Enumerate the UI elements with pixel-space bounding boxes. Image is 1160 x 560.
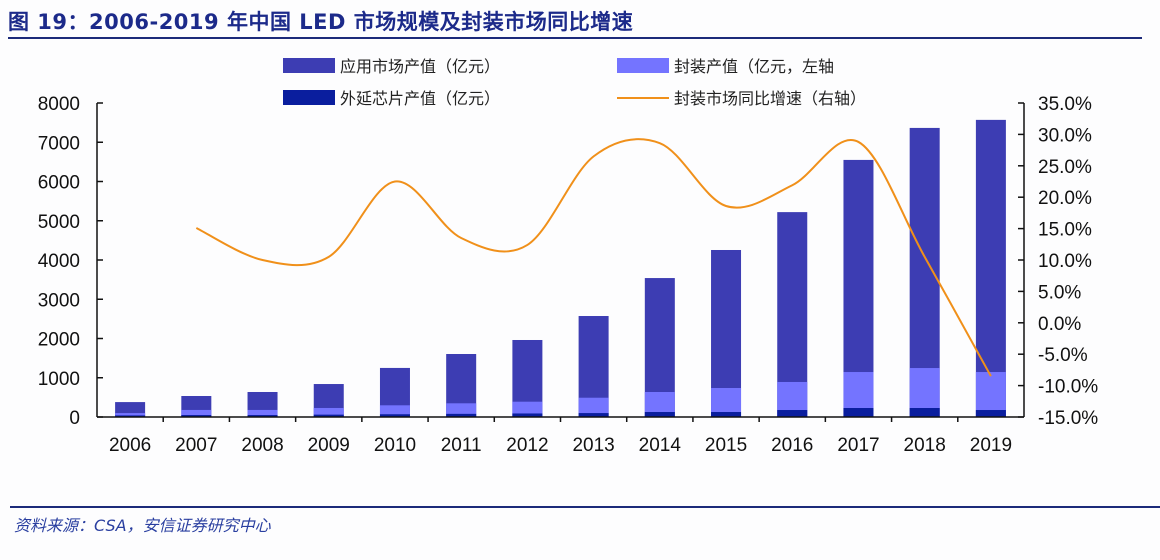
bar-2009-series-3 xyxy=(313,414,344,417)
right-tick-label: -5.0% xyxy=(1038,345,1088,366)
x-tick-label: 2018 xyxy=(904,435,946,456)
legend-swatch-2 xyxy=(617,58,669,73)
right-tick-label: 35.0% xyxy=(1038,94,1092,115)
bar-2006-series-2 xyxy=(115,413,146,417)
bar-2007-series-2 xyxy=(181,409,212,417)
bar-2013-series-2 xyxy=(578,397,609,417)
bar-2008-series-3 xyxy=(247,415,278,417)
bar-2011-series-2 xyxy=(446,403,477,417)
bar-2012-series-2 xyxy=(512,401,543,417)
left-tick-label: 0 xyxy=(69,408,80,429)
left-tick-label: 7000 xyxy=(38,133,80,154)
bar-2006-series-3 xyxy=(115,415,146,417)
legend-label: 外延芯片产值（亿元） xyxy=(340,89,500,108)
right-tick-label: 25.0% xyxy=(1038,157,1092,178)
x-tick-label: 2019 xyxy=(970,435,1012,456)
x-tick-label: 2008 xyxy=(241,435,283,456)
x-tick-label: 2016 xyxy=(771,435,813,456)
bar-2014-series-3 xyxy=(644,412,675,417)
bar-2010-series-2 xyxy=(379,405,410,417)
source-note: 资料来源：CSA，安信证券研究中心 xyxy=(14,516,271,535)
bar-2015-series-3 xyxy=(711,412,742,417)
bar-2017-series-3 xyxy=(843,408,874,417)
x-tick-label: 2017 xyxy=(837,435,879,456)
right-tick-label: 10.0% xyxy=(1038,251,1092,272)
bar-2011-series-3 xyxy=(446,413,477,417)
left-tick-label: 1000 xyxy=(38,369,80,390)
bar-2018-series-3 xyxy=(909,408,940,417)
left-tick-label: 8000 xyxy=(38,94,80,115)
left-tick-label: 6000 xyxy=(38,173,80,194)
x-tick-label: 2010 xyxy=(374,435,416,456)
right-tick-label: -10.0% xyxy=(1038,377,1098,398)
x-tick-label: 2015 xyxy=(705,435,747,456)
x-tick-label: 2006 xyxy=(109,435,151,456)
x-tick-label: 2012 xyxy=(506,435,548,456)
left-tick-label: 2000 xyxy=(38,330,80,351)
left-tick-label: 5000 xyxy=(38,212,80,233)
right-tick-label: 20.0% xyxy=(1038,188,1092,209)
right-tick-label: 0.0% xyxy=(1038,314,1081,335)
x-tick-label: 2013 xyxy=(572,435,614,456)
bar-2012-series-3 xyxy=(512,413,543,417)
bar-2016-series-3 xyxy=(777,410,808,417)
bar-2008-series-2 xyxy=(247,409,278,417)
bar-2009-series-2 xyxy=(313,407,344,417)
x-tick-label: 2014 xyxy=(639,435,682,456)
x-tick-label: 2011 xyxy=(441,435,482,456)
footer-divider xyxy=(10,506,1160,508)
left-tick-label: 4000 xyxy=(38,251,80,272)
x-tick-label: 2007 xyxy=(175,435,217,456)
legend-swatch-3 xyxy=(283,90,335,105)
right-tick-label: 15.0% xyxy=(1038,220,1092,241)
x-tick-label: 2009 xyxy=(308,435,350,456)
bar-2019-series-1 xyxy=(975,119,1006,417)
right-tick-label: 30.0% xyxy=(1038,125,1092,146)
bar-2007-series-3 xyxy=(181,415,212,417)
chart-title: 图 19：2006-2019 年中国 LED 市场规模及封装市场同比增速 xyxy=(8,10,634,34)
bar-2010-series-3 xyxy=(379,414,410,417)
right-tick-label: -15.0% xyxy=(1038,408,1098,429)
legend-label: 应用市场产值（亿元） xyxy=(340,57,500,76)
legend-label: 封装产值（亿元，左轴 xyxy=(674,57,834,76)
left-tick-label: 3000 xyxy=(38,290,80,311)
legend-swatch-1 xyxy=(283,58,335,73)
bar-2013-series-3 xyxy=(578,413,609,417)
title-divider xyxy=(8,37,1142,39)
bar-2019-series-3 xyxy=(975,410,1006,417)
legend-label: 封装市场同比增速（右轴） xyxy=(674,89,866,108)
bar-2019-series-2 xyxy=(975,372,1006,417)
right-tick-label: 5.0% xyxy=(1038,282,1081,303)
